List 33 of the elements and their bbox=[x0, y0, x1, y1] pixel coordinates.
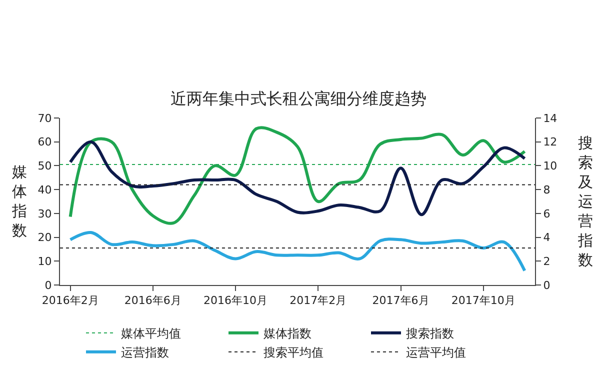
chart-title: 近两年集中式长租公寓细分维度趋势 bbox=[170, 88, 426, 108]
x-tick-label: 2016年2月 bbox=[42, 294, 99, 308]
legend-label: 媒体指数 bbox=[264, 326, 312, 341]
line-series bbox=[68, 230, 526, 272]
legend-label: 运营指数 bbox=[121, 346, 169, 360]
legend-label: 搜索平均值 bbox=[264, 346, 324, 360]
y2-tick-label: 14 bbox=[543, 112, 558, 125]
legend-label: 媒体平均值 bbox=[121, 326, 181, 341]
y-tick-label: 30 bbox=[38, 207, 52, 220]
y2-tick-label: 6 bbox=[543, 207, 550, 220]
y2-axis-title: 搜索及运营指数 bbox=[577, 134, 593, 269]
y-tick-label: 50 bbox=[38, 160, 52, 173]
y-tick-label: 10 bbox=[38, 254, 52, 268]
x-tick-label: 2017年6月 bbox=[372, 294, 430, 308]
y2-tick-label: 2 bbox=[543, 254, 550, 268]
legend-label: 运营平均值 bbox=[406, 346, 466, 360]
y2-tick-label: 0 bbox=[543, 278, 550, 292]
y-tick-label: 40 bbox=[38, 183, 52, 196]
y-tick-label: 0 bbox=[44, 278, 52, 292]
x-tick-label: 2016年6月 bbox=[124, 294, 182, 308]
y-tick-label: 70 bbox=[38, 112, 52, 125]
x-tick-label: 2016年10月 bbox=[204, 294, 268, 308]
x-tick-label: 2017年2月 bbox=[290, 294, 347, 308]
y-axis-title: 媒体指数 bbox=[11, 163, 27, 240]
legend-label: 搜索指数 bbox=[406, 326, 454, 341]
line-series bbox=[68, 140, 526, 216]
y2-tick-label: 8 bbox=[543, 183, 550, 196]
y-tick-label: 60 bbox=[38, 136, 52, 149]
x-tick-label: 2017年10月 bbox=[451, 294, 516, 308]
y2-tick-label: 4 bbox=[543, 231, 550, 244]
y2-tick-label: 12 bbox=[543, 136, 558, 149]
y-tick-label: 20 bbox=[38, 231, 52, 244]
y2-tick-label: 10 bbox=[543, 160, 558, 173]
